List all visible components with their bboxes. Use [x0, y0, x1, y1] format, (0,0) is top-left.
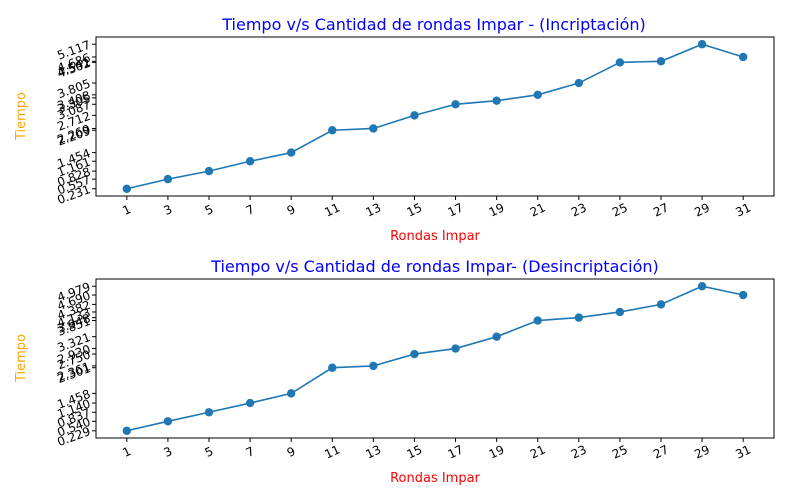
marker-layer	[122, 282, 748, 435]
data-point	[697, 282, 707, 291]
x-tick-label: 21	[528, 442, 548, 461]
chart-decryption: Tiempo v/s Cantidad de rondas Impar- (De…	[14, 257, 775, 486]
x-tick-label: 31	[733, 200, 753, 219]
x-tick-label: 25	[610, 442, 630, 461]
data-point	[410, 111, 419, 120]
data-point	[328, 126, 337, 135]
data-point	[122, 184, 132, 193]
x-tick-label: 19	[487, 442, 507, 461]
data-point	[492, 96, 501, 105]
x-tick-label: 19	[487, 200, 507, 219]
data-point	[328, 363, 337, 372]
x-tick-label: 15	[405, 200, 425, 219]
chart-encryption: Tiempo v/s Cantidad de rondas Impar - (I…	[14, 15, 775, 244]
data-point	[163, 417, 173, 426]
plot-frame	[95, 36, 775, 197]
x-tick-label: 25	[610, 200, 630, 219]
data-point	[204, 166, 214, 176]
x-tick-label: 23	[569, 200, 589, 219]
y-axis-label: Tiempo	[14, 334, 29, 383]
x-tick-label: 21	[528, 200, 548, 219]
data-point	[574, 313, 584, 322]
marker-layer	[122, 40, 748, 193]
data-point	[369, 124, 378, 133]
series-line	[126, 285, 744, 432]
data-point	[451, 100, 460, 109]
x-tick-label: 15	[405, 442, 425, 461]
data-point	[533, 316, 542, 325]
x-tick-label: 13	[363, 442, 383, 461]
data-point	[245, 157, 255, 166]
x-tick-label: 17	[446, 200, 466, 219]
data-point	[451, 344, 460, 353]
plot-frame	[95, 278, 775, 439]
data-point	[574, 78, 584, 88]
x-tick-label: 23	[569, 442, 589, 461]
chart-title: Tiempo v/s Cantidad de rondas Impar - (I…	[221, 15, 646, 34]
x-tick-label: 17	[446, 442, 466, 461]
x-axis-label: Rondas Impar	[390, 229, 480, 244]
series-line	[126, 43, 744, 190]
data-point	[492, 332, 501, 341]
y-axis-label: Tiempo	[14, 92, 29, 141]
x-tick-label: 27	[651, 200, 671, 219]
tick-layer: 1 3 5 7 9 11 13 15 17 19 21 23 25 27 29 310.2310.5570.8…	[55, 38, 753, 220]
data-point	[410, 349, 419, 359]
data-point	[369, 361, 378, 371]
x-tick-label: 11	[322, 200, 342, 219]
x-tick-label: 31	[733, 442, 753, 461]
data-point	[615, 58, 625, 67]
data-point	[245, 398, 255, 408]
x-tick-label: 27	[651, 442, 671, 461]
x-tick-label: 29	[692, 200, 712, 219]
data-point	[533, 90, 542, 99]
chart-title: Tiempo v/s Cantidad de rondas Impar- (De…	[210, 257, 659, 276]
tick-layer: 1 3 5 7 9 11 13 15 17 19 21 23 25 27 29 310.2290.5400.8…	[55, 280, 753, 462]
x-axis-label: Rondas Impar	[390, 471, 480, 486]
x-tick-label: 11	[322, 442, 342, 461]
data-point	[286, 148, 296, 157]
data-point	[615, 307, 625, 317]
data-point	[122, 426, 132, 435]
x-tick-label: 29	[692, 442, 712, 461]
data-point	[163, 174, 173, 184]
data-point	[204, 408, 214, 417]
data-point	[738, 52, 748, 62]
data-point	[656, 57, 666, 66]
data-point	[697, 40, 707, 49]
x-tick-label: 13	[363, 200, 383, 219]
data-point	[286, 389, 296, 398]
data-point	[656, 300, 666, 309]
data-point	[738, 290, 748, 300]
